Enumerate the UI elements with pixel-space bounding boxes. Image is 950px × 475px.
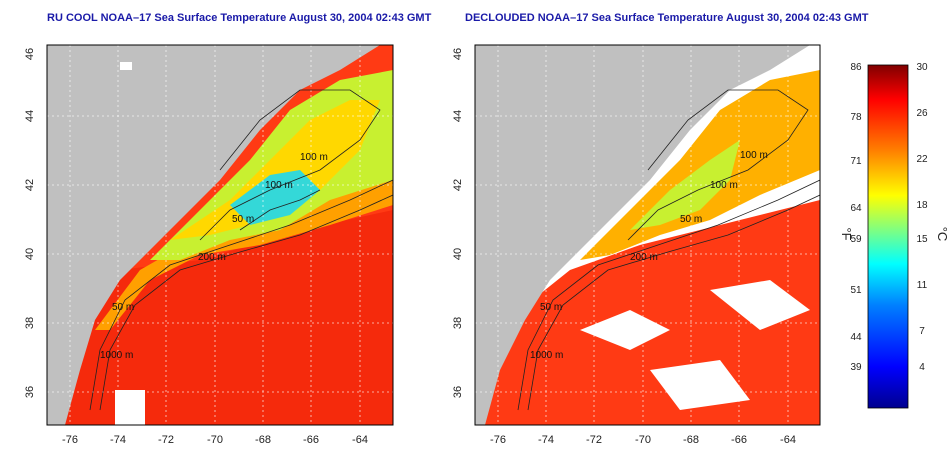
gulf-of-maine-region xyxy=(580,70,820,260)
lat-tick-label: 36 xyxy=(24,386,36,398)
temperature-colorbar: 86 78 71 64 59 51 44 39 30 26 22 18 15 1… xyxy=(839,62,950,409)
cloud-patch xyxy=(120,62,132,70)
cloud-gap xyxy=(580,310,670,350)
fahrenheit-ticks: 86 78 71 64 59 51 44 39 xyxy=(850,62,862,373)
celsius-tick: 15 xyxy=(916,234,928,245)
lat-tick-label: 42 xyxy=(24,179,36,191)
contour-label: 50 m xyxy=(540,302,562,313)
georges-bank-cold xyxy=(230,170,320,225)
left-lon-axis: -76 -74 -72 -70 -68 -66 -64 xyxy=(62,434,368,446)
lon-tick-label: -76 xyxy=(62,434,78,446)
fahrenheit-tick: 64 xyxy=(850,203,862,214)
banks-region xyxy=(170,100,380,240)
lon-tick-label: -74 xyxy=(110,434,126,446)
fahrenheit-tick: 51 xyxy=(850,285,862,296)
contour-label: 1000 m xyxy=(530,350,563,361)
celsius-tick: 18 xyxy=(916,200,928,211)
left-sst-map: 100 m 100 m 50 m 200 m 50 m 1000 m 46 44… xyxy=(24,44,394,446)
lat-tick-label: 36 xyxy=(452,386,464,398)
land-mass xyxy=(475,45,810,425)
contour-label: 50 m xyxy=(112,302,134,313)
left-map-frame xyxy=(46,44,394,426)
celsius-tick: 4 xyxy=(919,362,925,373)
contour-label: 1000 m xyxy=(100,350,133,361)
contour-label: 50 m xyxy=(232,214,254,225)
contour-label: 200 m xyxy=(630,252,658,263)
right-map-title: DECLOUDED NOAA–17 Sea Surface Temperatur… xyxy=(465,12,869,24)
fahrenheit-tick: 44 xyxy=(850,332,862,343)
lat-tick-label: 44 xyxy=(452,110,464,122)
lon-tick-label: -74 xyxy=(538,434,554,446)
colorbar-gradient xyxy=(867,64,909,409)
fahrenheit-unit-label: °F xyxy=(839,227,854,240)
fahrenheit-tick: 39 xyxy=(850,362,862,373)
lon-tick-label: -66 xyxy=(731,434,747,446)
lat-tick-label: 46 xyxy=(452,48,464,60)
celsius-tick: 26 xyxy=(916,108,928,119)
left-lat-axis: 46 44 42 40 38 36 xyxy=(24,48,36,398)
contour-label: 100 m xyxy=(710,180,738,191)
fahrenheit-tick: 59 xyxy=(850,234,862,245)
cloud-gap xyxy=(650,360,750,410)
contour-label: 100 m xyxy=(300,152,328,163)
contour-label: 50 m xyxy=(680,214,702,225)
lat-tick-label: 40 xyxy=(24,248,36,260)
right-map-field xyxy=(475,45,820,425)
fahrenheit-tick: 71 xyxy=(850,156,862,167)
cloud-patch xyxy=(115,390,145,425)
right-sst-map: 100 m 100 m 50 m 200 m 50 m 1000 m 46 44… xyxy=(452,44,821,446)
left-map-field xyxy=(47,45,393,425)
lat-tick-label: 42 xyxy=(452,179,464,191)
cloud-gap xyxy=(710,280,810,330)
lon-tick-label: -66 xyxy=(303,434,319,446)
celsius-tick: 22 xyxy=(916,154,928,165)
lon-tick-label: -72 xyxy=(158,434,174,446)
land-mass xyxy=(47,45,380,425)
right-lat-axis: 46 44 42 40 38 36 xyxy=(452,48,464,398)
ocean-warm-region xyxy=(475,200,820,425)
lon-tick-label: -70 xyxy=(635,434,651,446)
fahrenheit-tick: 86 xyxy=(850,62,862,73)
right-lon-axis: -76 -74 -72 -70 -68 -66 -64 xyxy=(490,434,796,446)
celsius-unit-label: °C xyxy=(935,227,950,242)
contour-label: 200 m xyxy=(198,252,226,263)
lon-tick-label: -68 xyxy=(683,434,699,446)
gulf-stream-region xyxy=(47,210,393,425)
right-map-frame xyxy=(474,44,821,426)
celsius-tick: 30 xyxy=(916,62,928,73)
lat-tick-label: 44 xyxy=(24,110,36,122)
lat-tick-label: 38 xyxy=(452,317,464,329)
lat-tick-label: 46 xyxy=(24,48,36,60)
celsius-tick: 11 xyxy=(917,280,928,291)
contour-label: 100 m xyxy=(265,180,293,191)
lon-tick-label: -64 xyxy=(352,434,368,446)
lon-tick-label: -68 xyxy=(255,434,271,446)
celsius-tick: 7 xyxy=(919,326,925,337)
lon-tick-label: -72 xyxy=(586,434,602,446)
lon-tick-label: -76 xyxy=(490,434,506,446)
lat-tick-label: 38 xyxy=(24,317,36,329)
lon-tick-label: -64 xyxy=(780,434,796,446)
contour-label: 100 m xyxy=(740,150,768,161)
celsius-ticks: 30 26 22 18 15 11 7 4 xyxy=(916,62,928,373)
lon-tick-label: -70 xyxy=(207,434,223,446)
left-map-title: RU COOL NOAA–17 Sea Surface Temperature … xyxy=(47,12,432,24)
fahrenheit-tick: 78 xyxy=(850,112,862,123)
lat-tick-label: 40 xyxy=(452,248,464,260)
